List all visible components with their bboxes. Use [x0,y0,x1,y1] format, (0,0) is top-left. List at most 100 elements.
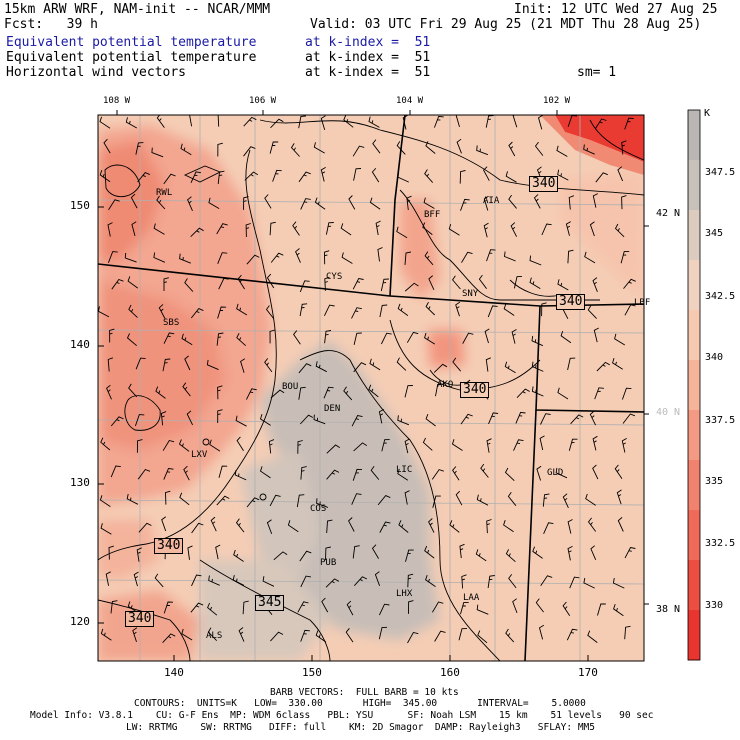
wind-barb [535,598,544,613]
forecast-hour: Fcst: 39 h [4,17,98,32]
wind-barb [108,545,114,560]
wind-barb [375,220,381,236]
wind-barb [161,516,167,532]
wind-barb [190,308,204,319]
wind-barb [408,600,414,614]
y-label-150: 150 [70,199,90,212]
wind-barb [504,251,516,262]
wind-barb [623,278,636,289]
wind-barb [425,141,436,154]
wind-barb [236,303,248,316]
wind-barb [513,275,522,289]
wind-barb [614,333,626,346]
wind-barb [459,170,466,184]
wind-barb [341,252,353,264]
wind-barb [377,247,383,262]
colorbar [687,109,701,661]
wind-barb [187,545,193,560]
wind-barb [259,466,271,479]
wind-barb [300,466,307,480]
axis-ticks [98,110,649,661]
wind-barb [529,277,541,289]
wind-barb [100,523,112,535]
wind-barb [614,223,625,238]
wind-barb [206,359,219,371]
wind-barb [508,574,517,589]
wind-barb [540,413,551,425]
contours [98,119,644,661]
model-info-2: LW: RRTMG SW: RRTMG DIFF: full KM: 2D Sm… [126,722,595,733]
wind-barb [154,573,164,588]
wind-barb [245,388,257,400]
wind-barb [587,305,597,319]
wind-barb [111,278,124,290]
city-cys: CYS [326,272,343,282]
wind-barb [398,520,409,533]
wind-barb [340,223,352,236]
wind-barb [397,172,409,183]
wind-barb [543,522,554,534]
wind-barb [617,166,624,182]
wind-barb [314,197,326,210]
wind-barb [504,361,516,374]
wind-barb [351,414,363,427]
wind-barb [505,171,517,183]
wind-barb [425,301,436,316]
x-label-160: 160 [440,666,460,679]
wind-barb [371,544,379,559]
wind-barb [237,274,245,290]
wind-barb [153,252,166,263]
wind-barb [110,600,118,614]
wind-barb [290,143,300,157]
wind-barb [325,222,334,235]
wind-barb [217,252,228,264]
wind-barb [562,493,569,508]
wind-barb [434,630,446,642]
wind-barb [186,410,194,426]
wind-barb [480,463,489,478]
wind-barb [100,437,111,451]
contour-label: 340 [125,611,155,627]
wind-barb [352,277,364,290]
wind-barb [299,303,308,317]
wind-barb [483,166,490,181]
field-2-level: at k-index = 51 [305,50,431,65]
colorbar-swatch [688,610,700,661]
wind-barb [208,575,220,586]
wind-barb [105,571,111,586]
wind-barb [184,278,194,292]
wind-barb [614,464,623,479]
wind-barb [569,576,580,589]
wind-barb [451,439,463,451]
wind-barb [269,141,279,154]
wind-barb [270,631,284,642]
wind-barb [368,384,379,398]
wind-barb [461,251,473,263]
contour-info: CONTOURS: UNITS=K LOW= 330.00 HIGH= 345.… [134,698,586,709]
city-lhx: LHX [396,589,413,599]
wind-barb [315,630,327,643]
wind-barb [624,625,631,640]
valid-time: Valid: 03 UTC Fri 29 Aug 25 (21 MDT Thu … [310,17,702,32]
wind-barb [238,627,245,642]
wind-barb [353,362,367,373]
wind-barb [424,251,434,266]
wind-barb [508,141,516,157]
wind-barb [313,142,325,154]
wind-barb [406,331,419,343]
wind-barb [165,490,171,505]
wind-barb [511,329,517,344]
wind-barb [456,138,462,154]
wind-barb [432,495,441,508]
wind-barb [137,172,150,183]
wind-barb [343,386,353,401]
wind-barb [268,439,275,454]
wind-barb [209,439,221,452]
wind-barb [539,435,545,451]
wind-barb [397,303,409,316]
wind-barb [424,332,436,345]
wind-barb [236,436,244,452]
wind-barb [460,602,469,615]
wind-barb [621,195,627,210]
city-gld: GLD [547,468,564,478]
